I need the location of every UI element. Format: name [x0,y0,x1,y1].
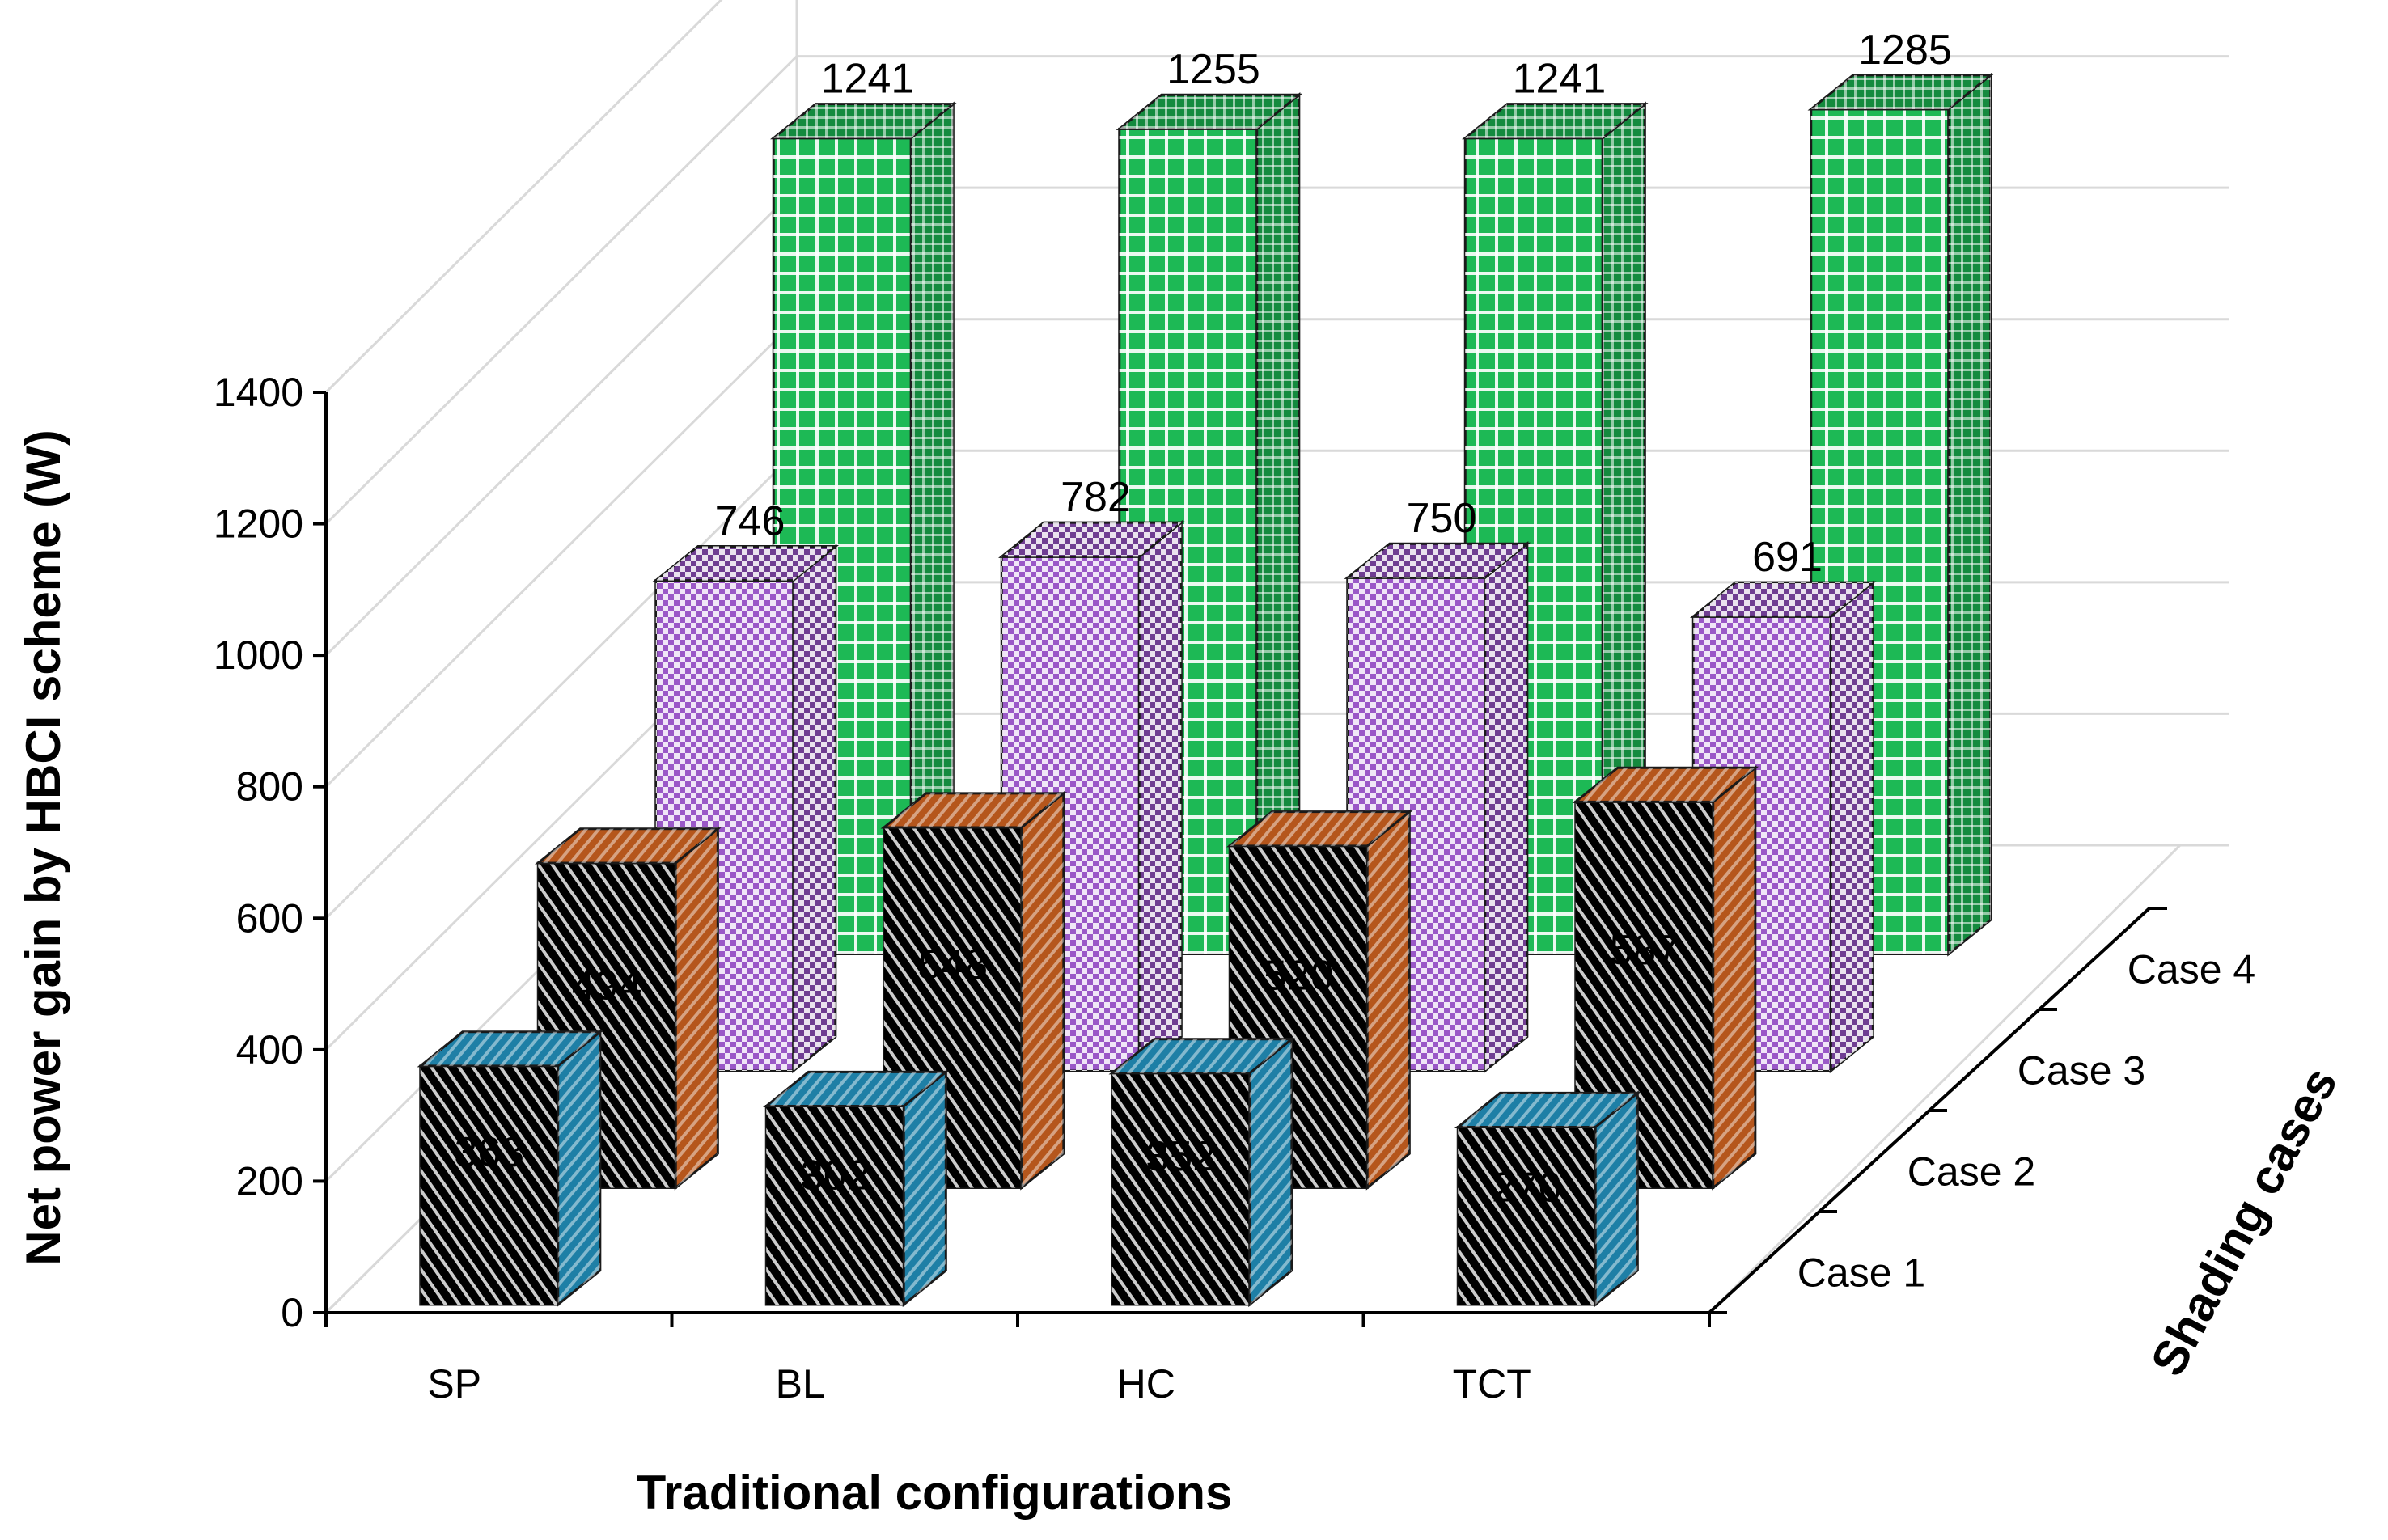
bar: 1285 [1807,27,1995,957]
x-tick-label: TCT [1453,1361,1531,1407]
bar-side-pattern [1603,104,1645,954]
data-label: 750 [1407,495,1477,542]
data-label: 270 [1492,1165,1562,1212]
data-label: 1241 [821,56,915,103]
data-label: 520 [1264,952,1334,999]
bar: 363 [417,1029,604,1308]
bar-side-pattern [1713,768,1755,1188]
bar-top-pattern [1119,95,1299,129]
y-tick-label: 400 [236,1027,303,1072]
bar-side-pattern [1484,544,1527,1071]
data-label: 1255 [1166,46,1260,93]
bar-top-pattern [1001,522,1182,557]
bar: 587 [1572,765,1759,1191]
side-wall-gridline [324,187,798,657]
bar-side-pattern [1367,811,1410,1188]
data-label: 746 [715,497,785,544]
bar-top-pattern [1111,1039,1292,1073]
y-tick-label: 600 [236,895,303,941]
x-axis-title: Traditional configurations [637,1466,1233,1520]
y-axis-title: Net power gain by HBCI scheme (W) [16,429,70,1265]
bar-side-pattern [1139,522,1182,1071]
bar-top-pattern [883,793,1064,828]
data-label: 548 [917,941,988,988]
y-tick-label: 0 [281,1290,303,1335]
bar-top-pattern [1347,544,1527,578]
side-wall-gridline [324,0,723,394]
bar-side-pattern [1256,95,1299,954]
bar-front-pattern [766,1106,904,1305]
data-label: 363 [454,1129,524,1176]
z-axis-title: Shading cases [2140,1059,2348,1384]
y-tick-label: 800 [236,764,303,810]
bar-top-pattern [538,828,718,863]
data-label: 782 [1061,474,1131,521]
bar-top-pattern [1693,582,1874,617]
bar-side-pattern [911,104,954,954]
bar-top-pattern [1575,768,1755,802]
side-wall-gridline [324,318,798,788]
side-wall-gridline [324,450,798,920]
data-label: 691 [1752,534,1823,581]
x-tick-label: HC [1117,1361,1175,1407]
data-label: 1285 [1858,27,1952,74]
bar-front-pattern [1111,1072,1250,1305]
bar-side-pattern [904,1072,946,1305]
bar-top-pattern [1458,1093,1638,1128]
bar-side-pattern [793,546,836,1071]
z-tick-label: Case 3 [2018,1048,2145,1094]
y-tick-label: 1200 [214,501,303,547]
bar-side-pattern [1948,74,1991,954]
bar-front-pattern [1458,1127,1596,1305]
z-tick-label: Case 4 [2128,947,2255,992]
data-label: 494 [572,962,642,1009]
side-wall-gridline [324,55,798,525]
z-tick-label: Case 2 [1907,1149,2035,1195]
bar-side-pattern [1021,793,1064,1188]
axes: 0 200 400 600 800 1000 1200 1400 SP BL HC TCT Case 1… [214,370,2255,1407]
bar-top-pattern [1810,74,1991,109]
floor-edge [1708,844,2182,1314]
bar-top-pattern [773,104,954,138]
y-tick-label: 200 [236,1158,303,1204]
data-label: 587 [1609,927,1679,974]
bars: 1241 1255 1241 1285 746 782 750 691 494 548 520 587… [417,27,1995,1308]
bar-top-pattern [1230,811,1410,846]
bar-side-pattern [557,1031,600,1305]
z-tick-label: Case 1 [1797,1250,1925,1296]
bar-side-pattern [675,828,718,1188]
bar-side-pattern [1595,1093,1638,1305]
bar: 352 [1108,1036,1296,1308]
bar-front-pattern [420,1065,558,1305]
data-label: 302 [800,1153,870,1199]
y-tick-label: 1000 [214,632,303,678]
x-tick-label: SP [427,1361,481,1407]
data-label: 1241 [1513,56,1607,103]
bar-side-pattern [1249,1039,1292,1305]
y-tick-label: 1400 [214,370,303,415]
bar-side-pattern [1831,582,1874,1071]
bar-top-pattern [655,546,836,581]
bar: 270 [1454,1090,1641,1308]
data-label: 352 [1145,1133,1216,1180]
x-tick-label: BL [776,1361,825,1407]
bar-top-pattern [1465,104,1645,138]
bar-top-pattern [420,1031,600,1066]
bar: 302 [763,1069,950,1308]
bar-top-pattern [766,1072,946,1106]
